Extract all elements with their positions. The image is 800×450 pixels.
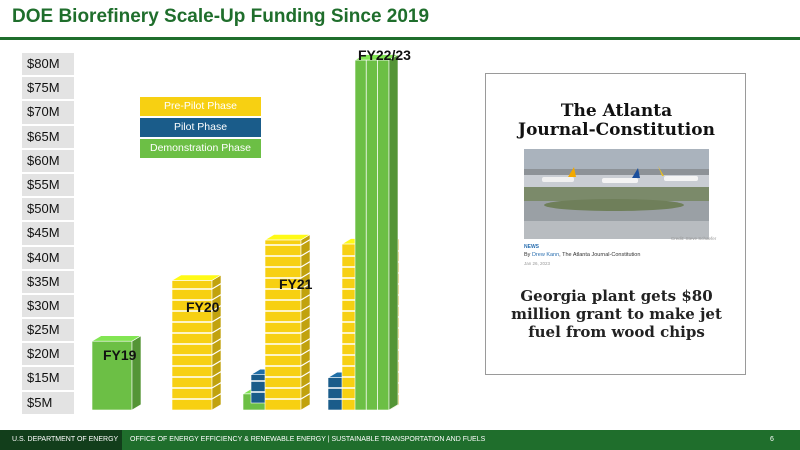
footer-office: OFFICE OF ENERGY EFFICIENCY & RENEWABLE …: [130, 436, 486, 443]
x-tick-label: FY19: [103, 347, 137, 363]
y-tick-label: $5M: [22, 391, 74, 414]
news-article-clipping: The Atlanta Journal-Constitution Credit:…: [485, 73, 746, 375]
bar-fy19-demonstration-phase: [90, 335, 143, 411]
y-tick-label: $20M: [22, 343, 74, 366]
footer-bar: U.S. DEPARTMENT OF ENERGY OFFICE OF ENER…: [0, 430, 800, 450]
legend-item: Pilot Phase: [140, 118, 261, 137]
x-tick-label: FY22/23: [358, 47, 411, 63]
y-tick-label: $25M: [22, 319, 74, 342]
y-tick-label: $80M: [22, 53, 74, 76]
photo-credit: Credit: Steve Schaefer: [671, 236, 717, 241]
y-tick-label: $30M: [22, 294, 74, 318]
y-tick-label: $50M: [22, 198, 74, 221]
airport-photo: [524, 149, 709, 239]
y-tick-label: $15M: [22, 367, 74, 390]
y-tick-label: $55M: [22, 173, 74, 197]
legend-item: Demonstration Phase: [140, 139, 261, 158]
bar-fy22-23-demonstration-phase: [353, 54, 400, 411]
y-tick-label: $40M: [22, 246, 74, 269]
page-number: 6: [770, 436, 774, 443]
legend-item: Pre-Pilot Phase: [140, 97, 261, 116]
y-tick-label: $75M: [22, 77, 74, 100]
footer-department: U.S. DEPARTMENT OF ENERGY: [0, 430, 122, 450]
x-tick-label: FY21: [279, 276, 313, 292]
y-tick-label: $70M: [22, 101, 74, 124]
byline-author-link[interactable]: Drew Kann: [531, 252, 560, 258]
article-headline: Georgia plant gets $80 million grant to …: [511, 287, 722, 341]
bar-fy20-pre-pilot-phase: [170, 274, 223, 411]
y-tick-label: $65M: [22, 125, 74, 148]
y-axis: $80M $75M $70M $65M $60M $55M $50M $45M $40M $35M…: [22, 53, 74, 416]
newspaper-masthead: The Atlanta Journal-Constitution: [518, 101, 715, 140]
bar-fy21-pre-pilot-phase: [263, 233, 312, 411]
y-tick-label: $60M: [22, 149, 74, 172]
y-tick-label: $45M: [22, 222, 74, 245]
byline-prefix: By: [524, 252, 532, 258]
article-kicker: NEWS: [524, 244, 539, 250]
y-tick-label: $35M: [22, 270, 74, 293]
x-tick-label: FY20: [186, 299, 220, 315]
article-date: Jan 26, 2023: [524, 261, 551, 266]
byline-outlet: , The Atlanta Journal-Constitution: [559, 252, 641, 258]
funding-chart: FY19 FY20 FY21 FY22/23: [90, 47, 411, 411]
article-byline: By Drew Kann, The Atlanta Journal-Consti…: [524, 252, 640, 258]
title-rule: [0, 37, 800, 40]
slide-title: DOE Biorefinery Scale-Up Funding Since 2…: [12, 6, 430, 27]
